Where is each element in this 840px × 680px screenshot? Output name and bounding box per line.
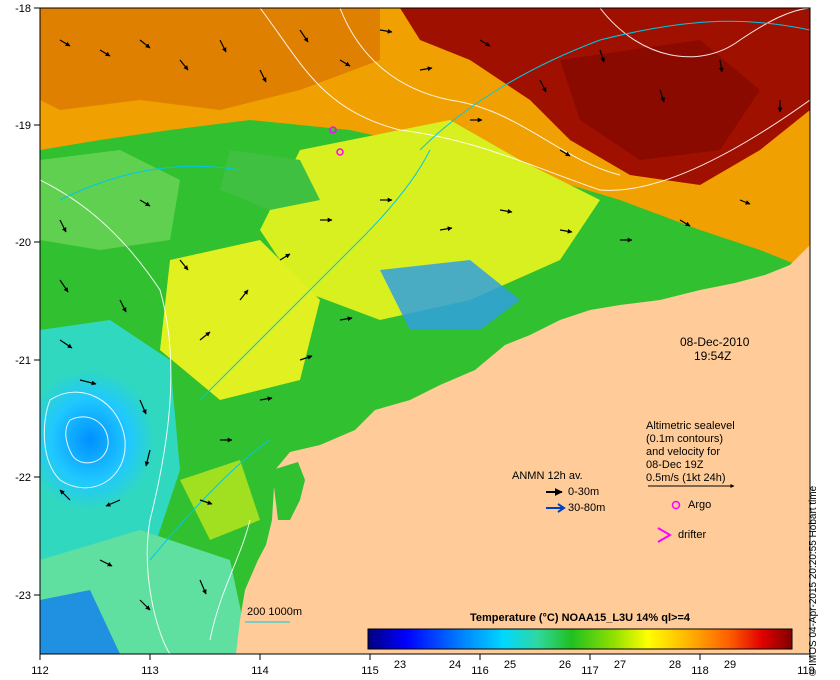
x-tick-label: 119 (797, 665, 815, 677)
colorbar-tick: 28 (669, 659, 681, 671)
colorbar-tick: 24 (449, 659, 461, 671)
x-tick-label: 112 (31, 665, 49, 677)
bathymetry-contours (59, 20, 810, 561)
sealevel-contours (40, 8, 810, 654)
x-axis-labels: 112 113 114 115 116 117 118 119 (31, 665, 815, 677)
colorbar: Temperature (°C) NOAA15_L3U 14% ql>=4 23… (367, 612, 793, 671)
anmn-deep-label: 30-80m (568, 502, 606, 514)
observation-date: 08-Dec-2010 (680, 335, 750, 349)
x-tick-label: 117 (581, 665, 599, 677)
argo-icon (671, 500, 681, 510)
land-mass (236, 245, 810, 654)
anmn-title: ANMN 12h av. (512, 470, 583, 482)
argo-label: Argo (688, 499, 712, 511)
colorbar-tick: 25 (504, 659, 516, 671)
velocity-arrows (59, 28, 783, 611)
x-tick-label: 113 (141, 665, 159, 677)
x-tick-label: 115 (361, 665, 379, 677)
map-frame (39, 7, 811, 655)
colorbar-tick: 23 (394, 659, 406, 671)
observation-time: 19:54Z (694, 349, 732, 363)
argo-float (329, 126, 337, 134)
x-tick-label: 114 (251, 665, 269, 677)
drifter-icon (657, 527, 672, 543)
legend-symbols (245, 484, 735, 623)
y-axis-labels: -18 -19 -20 -21 -22 -23 (15, 3, 31, 602)
y-tick-label: -21 (15, 355, 31, 367)
argo-float (336, 148, 344, 156)
altimetry-line: 08-Dec 19Z (646, 459, 704, 471)
x-tick-label: 118 (691, 665, 709, 677)
axis-ticks (34, 7, 811, 660)
colorbar-tick: 26 (559, 659, 571, 671)
y-tick-label: -19 (15, 120, 31, 132)
y-tick-label: -18 (15, 3, 31, 15)
colorbar-title: Temperature (°C) NOAA15_L3U 14% ql>=4 (470, 612, 691, 624)
altimetry-line: Altimetric sealevel (646, 420, 735, 432)
bathy-label: 200 1000m (247, 606, 303, 618)
colorbar-gradient (367, 628, 793, 650)
altimetry-note: Altimetric sealevel (0.1m contours) and … (646, 420, 735, 485)
colorbar-tick: 29 (724, 659, 736, 671)
drifter-label: drifter (678, 529, 707, 541)
colorbar-tick: 27 (614, 659, 626, 671)
y-tick-label: -20 (15, 237, 31, 249)
altimetry-line: 0.5m/s (1kt 24h) (646, 472, 726, 484)
altimetry-line: (0.1m contours) (646, 433, 724, 445)
altimetry-line: and velocity for (646, 446, 720, 458)
anmn-shallow-label: 0-30m (568, 486, 600, 498)
y-tick-label: -23 (15, 590, 31, 602)
sst-field (40, 8, 810, 654)
imos-credit: © IMOS 04-Apr-2015 20:20:55 Hobart time (808, 485, 819, 676)
y-tick-label: -22 (15, 472, 31, 484)
x-tick-label: 116 (471, 665, 489, 677)
